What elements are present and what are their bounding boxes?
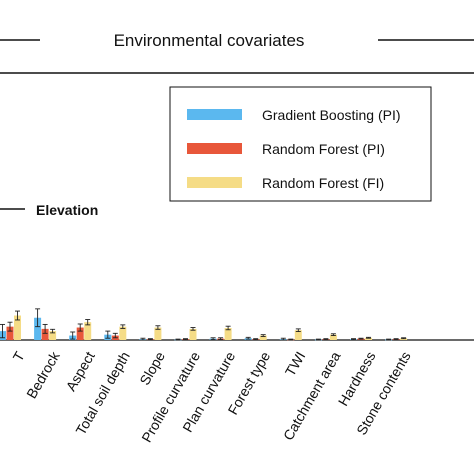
error-bar-random-forest-fi-profile-curvature <box>190 327 196 331</box>
error-bar-random-forest-pi-hardness <box>358 337 364 340</box>
bar-random-forest-fi-t <box>14 315 21 340</box>
bars-layer <box>0 308 408 341</box>
legend: Gradient Boosting (PI) Random Forest (PI… <box>169 86 432 202</box>
error-bar-random-forest-pi-catchment-area <box>323 338 329 341</box>
bar-random-forest-fi-twi <box>294 330 302 340</box>
error-bar-random-forest-fi-bedrock <box>50 328 56 334</box>
error-bar-random-forest-fi-slope <box>155 325 161 330</box>
bar-random-forest-fi-aspect <box>84 322 92 340</box>
error-bar-gradient-boosting-pi-twi <box>280 337 286 341</box>
error-bar-random-forest-pi-aspect <box>77 323 83 332</box>
error-bar-random-forest-pi-twi <box>288 338 294 341</box>
legend-swatch-gradient-boosting-pi <box>187 109 242 120</box>
error-bar-random-forest-pi-slope <box>147 338 153 341</box>
bar-random-forest-pi-aspect <box>76 327 84 340</box>
x-tick-label-bedrock: Bedrock <box>23 348 63 401</box>
bar-gradient-boosting-pi-bedrock <box>34 317 42 340</box>
error-bar-random-forest-fi-twi <box>295 328 301 332</box>
error-bar-gradient-boosting-pi-t <box>0 323 5 339</box>
bar-random-forest-fi-bedrock <box>49 331 57 340</box>
x-tick-label-twi: TWI <box>282 349 309 379</box>
error-bar-gradient-boosting-pi-profile-curvature <box>175 338 181 341</box>
bar-random-forest-pi-t <box>6 326 14 340</box>
bar-random-forest-fi-slope <box>154 327 162 340</box>
bar-random-forest-fi-catchment-area <box>329 334 337 340</box>
error-bar-gradient-boosting-pi-total-soil-depth <box>105 330 111 339</box>
legend-label-random-forest-pi: Random Forest (PI) <box>262 141 385 157</box>
error-bar-gradient-boosting-pi-aspect <box>70 331 76 340</box>
error-bar-random-forest-pi-total-soil-depth <box>112 332 118 339</box>
error-bar-random-forest-pi-forest-type <box>253 338 259 341</box>
legend-label-gradient-boosting-pi: Gradient Boosting (PI) <box>262 107 401 123</box>
error-bar-random-forest-fi-forest-type <box>260 334 266 337</box>
bar-random-forest-fi-plan-curvature <box>224 327 232 340</box>
error-bar-random-forest-fi-total-soil-depth <box>120 324 126 329</box>
error-bar-random-forest-pi-bedrock <box>42 323 48 334</box>
error-bar-random-forest-fi-catchment-area <box>330 333 336 336</box>
elevation-label: Elevation <box>36 202 98 218</box>
elevation-annotation: Elevation <box>0 202 98 218</box>
error-bar-random-forest-pi-t <box>7 321 13 332</box>
bar-random-forest-fi-hardness <box>365 337 372 340</box>
error-bar-gradient-boosting-pi-stone-contents <box>386 338 392 341</box>
error-bar-random-forest-fi-stone-contents <box>401 337 407 340</box>
error-bar-random-forest-fi-aspect <box>85 319 91 326</box>
error-bar-gradient-boosting-pi-bedrock <box>35 308 41 328</box>
legend-label-random-forest-fi: Random Forest (FI) <box>262 175 384 191</box>
error-bar-random-forest-fi-t <box>15 310 20 321</box>
error-bar-gradient-boosting-pi-forest-type <box>245 336 251 340</box>
error-bar-random-forest-fi-hardness <box>366 336 371 339</box>
bar-random-forest-fi-forest-type <box>259 335 267 340</box>
bar-random-forest-fi-total-soil-depth <box>119 326 127 340</box>
x-tick-label-aspect: Aspect <box>63 349 98 394</box>
error-bar-random-forest-pi-profile-curvature <box>183 338 188 341</box>
x-tick-label-t: T <box>9 348 27 364</box>
legend-swatch-random-forest-fi <box>187 177 242 188</box>
error-bar-gradient-boosting-pi-slope <box>140 337 146 341</box>
chart-title: Environmental covariates <box>114 31 305 50</box>
error-bar-random-forest-pi-stone-contents <box>393 338 399 341</box>
legend-swatch-random-forest-pi <box>187 143 242 154</box>
error-bar-gradient-boosting-pi-plan-curvature <box>210 337 216 341</box>
bar-gradient-boosting-pi-t <box>0 331 6 340</box>
error-bar-random-forest-pi-plan-curvature <box>218 337 224 341</box>
error-bar-gradient-boosting-pi-catchment-area <box>315 338 321 341</box>
bar-random-forest-fi-profile-curvature <box>189 328 197 341</box>
bar-random-forest-pi-bedrock <box>41 328 49 341</box>
error-bar-gradient-boosting-pi-hardness <box>351 338 356 341</box>
x-tick-label-slope: Slope <box>136 349 168 388</box>
error-bar-random-forest-fi-plan-curvature <box>225 325 231 331</box>
